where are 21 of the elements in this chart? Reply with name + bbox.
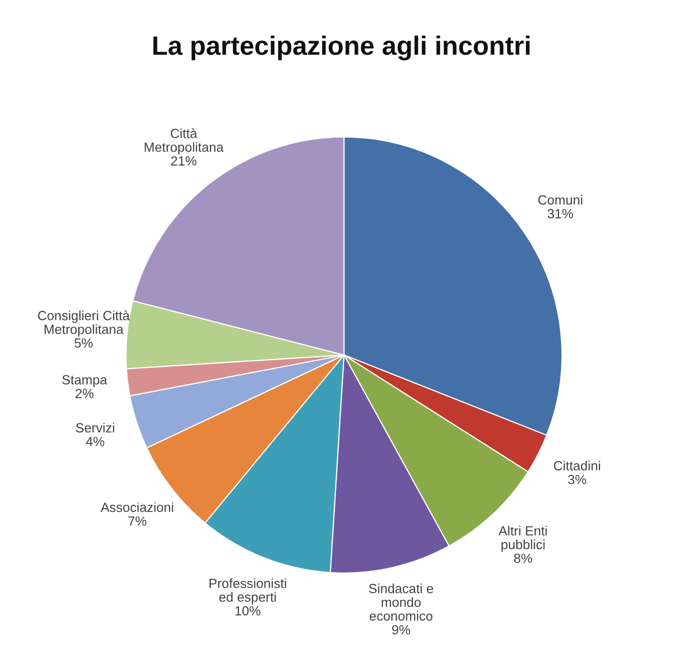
slice-label: Consiglieri Città Metropolitana [38, 310, 130, 337]
data-label: 31% [548, 209, 574, 218]
slice-label: Associazioni [100, 502, 174, 512]
slice-label: Sindacati e mondo economico [369, 584, 434, 621]
data-label: 9% [392, 625, 410, 634]
slice-label: Stampa [62, 375, 108, 388]
data-label: 5% [74, 338, 93, 348]
data-label: 10% [236, 606, 260, 616]
slice-label: Cittadini [554, 460, 600, 470]
chart-title: La partecipazione agli incontri [153, 36, 530, 60]
data-label: 4% [86, 436, 104, 446]
data-label: 21% [171, 156, 196, 166]
slice-label: Servizi [76, 422, 114, 433]
slice-label: Città Metropolitana [144, 128, 224, 154]
slice-label: Altri Enti pubblici [498, 526, 547, 552]
slice-label: Comuni [538, 194, 582, 205]
data-label: 3% [568, 474, 586, 484]
data-label: 7% [128, 516, 146, 526]
slice-label: Professionisti ed esperti [210, 578, 286, 604]
data-label: 2% [76, 388, 94, 398]
data-label: 8% [514, 554, 532, 563]
